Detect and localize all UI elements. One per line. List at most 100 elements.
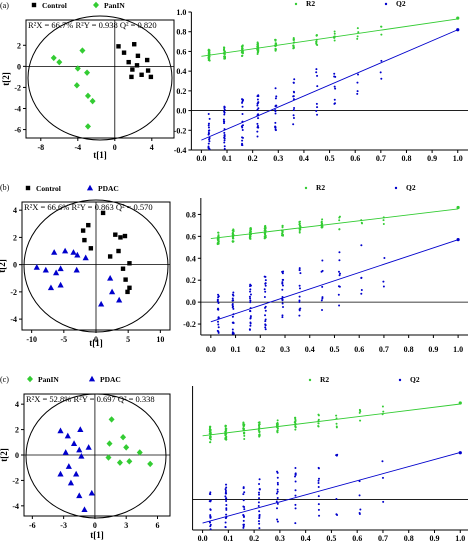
permutation-point [292,109,295,112]
permutation-point [223,139,226,142]
data-point [67,479,75,486]
permutation-point [242,427,245,430]
x-tick-label: 0.2 [249,534,259,543]
permutation-point [249,315,252,318]
permutation-point [292,95,295,98]
permutation-point [243,438,246,441]
permutation-point [208,493,211,496]
data-point [116,459,123,466]
y-tick-label: -4 [10,315,17,324]
data-point [123,277,128,282]
permutation-point [217,239,220,242]
permutation-point [275,507,278,510]
permutation-point [276,431,279,434]
data-point [73,266,80,273]
permutation-point [256,43,259,46]
data-point [108,416,115,423]
data-point [73,82,80,89]
y-tick-label: -0.2 [183,320,196,329]
data-point [136,449,143,456]
data-point [84,92,91,100]
x-tick-label: 0.4 [299,154,309,163]
permutation-point [321,269,324,272]
data-point [107,274,114,281]
permutation-point [317,422,320,425]
legend-label: R2 [316,183,325,192]
permutation-point [382,285,385,288]
permutation-point [258,522,261,525]
y-tick-label: 4 [15,400,19,409]
x-tick-label: 0.9 [430,534,440,543]
data-point [57,427,64,434]
permutation-point [380,25,383,28]
permutation-point [208,140,211,143]
data-point [47,284,55,291]
data-point [62,449,69,455]
permutation-point [274,39,277,42]
y-tick-label: -2 [14,83,21,92]
permutation-point [336,513,339,516]
y-tick-label: -6 [14,126,21,135]
permutation-point [223,137,226,140]
permutation-point [209,426,212,429]
data-point [82,254,89,261]
permutation-point [294,507,297,510]
x-tick-label: 0.1 [231,345,241,354]
permutation-point [242,515,245,518]
x-tick-label: 0.6 [350,154,360,163]
x-tick-label: 0.9 [428,345,438,354]
permutation-point [249,299,252,302]
permutation-point [224,489,227,492]
permutation-point [333,85,336,88]
legend-marker [88,375,96,382]
permutation-point [317,425,320,428]
permutation-point [264,290,267,293]
permutation-point [274,121,277,124]
original-model-point [456,238,460,242]
permutation-point [207,55,210,58]
permutation-point [264,232,267,235]
permutation-point [339,272,342,275]
permutation-point [241,47,244,50]
permutation-point [241,105,244,108]
regression-line [210,239,459,323]
permutation-point [217,316,220,319]
permutation-point [217,231,220,234]
y-tick-label: 2 [15,426,19,435]
permutation-point [256,104,259,107]
legend-marker [304,186,308,190]
original-model-point [456,28,460,32]
permutation-point [223,56,226,59]
permutation-point [356,92,359,95]
y-tick-label: -0.4 [174,146,187,155]
legend-label: R2 [306,0,315,8]
permutation-point [298,284,301,287]
x-tick-label: 10 [156,335,164,344]
permutation-point [241,98,244,101]
permutation-point [257,107,260,110]
y-tick-label: 0.6 [186,232,196,241]
data-point [120,434,127,441]
data-point [73,470,80,477]
permutation-point [242,519,245,522]
permutation-point [337,285,340,288]
permutation-point [208,53,211,56]
data-point [80,228,86,233]
x-tick-label: 1.0 [455,534,465,543]
permutation-point [292,116,295,119]
data-point [145,68,151,73]
permutation-point [275,104,278,107]
permutation-point [249,316,252,319]
permutation-point [316,106,319,109]
data-point [108,288,116,295]
permutation-point [321,222,324,225]
permutation-point [356,35,359,38]
model-stats: R²X = 52.8% R²Y = 0.697 Q² = 0.338 [26,394,155,404]
permutation-point [209,438,212,441]
permutation-point [224,526,227,529]
permutation-point [292,44,295,47]
permutation-point [294,424,297,427]
data-point [121,50,127,55]
permutation-point [334,75,337,78]
permutation-point [242,431,245,434]
